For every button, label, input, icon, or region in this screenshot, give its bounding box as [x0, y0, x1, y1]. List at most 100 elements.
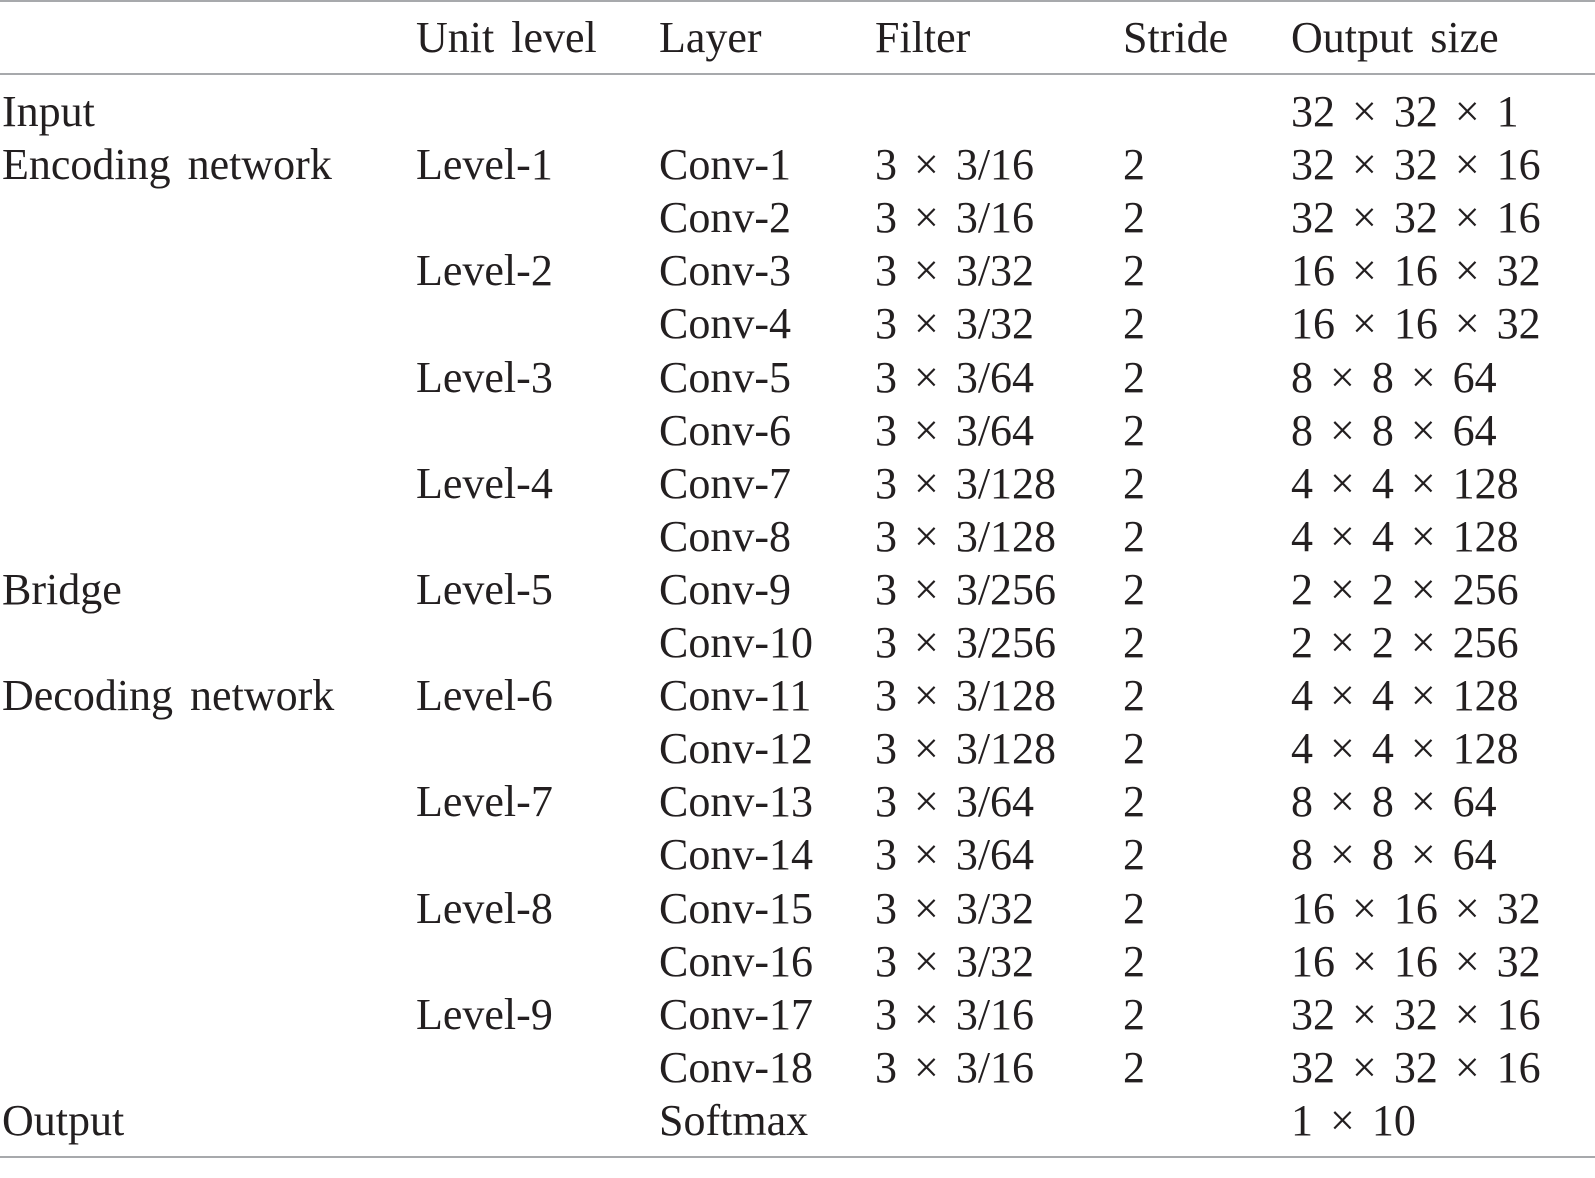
table-row: Conv-4 3 × 3/32 2 16 × 16 × 32 [0, 297, 1595, 350]
cell-stride: 2 [1123, 352, 1145, 402]
cell-layer: Conv-3 [659, 246, 791, 296]
cell-section: Input [2, 87, 95, 136]
cell-layer: Conv-17 [659, 989, 813, 1039]
table-row: Level-7 Conv-13 3 × 3/64 2 8 × 8 × 64 [0, 775, 1595, 828]
bottom-rule [0, 1156, 1595, 1158]
table-row: Level-8 Conv-15 3 × 3/32 2 16 × 16 × 32 [0, 882, 1595, 935]
cell-filter: 3 × 3/256 [875, 564, 1057, 614]
table-row: Level-3 Conv-5 3 × 3/64 2 8 × 8 × 64 [0, 351, 1595, 404]
header-stride: Stride [1123, 13, 1229, 62]
header-filter: Filter [875, 13, 971, 62]
cell-stride: 2 [1123, 405, 1145, 455]
header-unit-level: Unit level [416, 13, 597, 62]
cell-section: Bridge [2, 564, 122, 614]
cell-output-size: 8 × 8 × 64 [1291, 352, 1497, 402]
table-row: Conv-14 3 × 3/64 2 8 × 8 × 64 [0, 828, 1595, 881]
cell-filter: 3 × 3/256 [875, 618, 1057, 667]
cell-output-size: 2 × 2 × 256 [1291, 564, 1519, 614]
cell-filter: 3 × 3/16 [875, 193, 1035, 243]
cell-layer: Conv-6 [659, 405, 791, 455]
cell-filter: 3 × 3/128 [875, 458, 1057, 508]
cell-stride: 2 [1123, 936, 1145, 986]
cell-unit-level: Level-2 [416, 246, 553, 296]
cell-unit-level: Level-5 [416, 564, 553, 614]
cell-layer: Conv-1 [659, 140, 791, 190]
cell-output-size: 2 × 2 × 256 [1291, 618, 1519, 667]
header-row: Unit level Layer Filter Stride Output size [0, 11, 1595, 64]
cell-stride: 2 [1123, 777, 1145, 827]
cell-layer: Conv-16 [659, 936, 813, 986]
cell-stride: 2 [1123, 140, 1145, 190]
cell-output-size: 32 × 32 × 16 [1291, 140, 1541, 190]
table-row: Decoding network Level-6 Conv-11 3 × 3/128 2… [0, 669, 1595, 722]
cell-output-size: 32 × 32 × 16 [1291, 989, 1541, 1039]
cell-filter: 3 × 3/128 [875, 671, 1057, 721]
table-row: Level-4 Conv-7 3 × 3/128 2 4 × 4 × 128 [0, 457, 1595, 510]
cell-output-size: 4 × 4 × 128 [1291, 671, 1519, 721]
cell-stride: 2 [1123, 193, 1145, 243]
table-row: Conv-6 3 × 3/64 2 8 × 8 × 64 [0, 404, 1595, 457]
cell-output-size: 4 × 4 × 128 [1291, 458, 1519, 508]
cell-output-size: 4 × 4 × 128 [1291, 511, 1519, 561]
table-row: Input 32 × 32 × 1 [0, 85, 1595, 138]
cell-layer: Conv-5 [659, 352, 791, 402]
cell-output-size: 4 × 4 × 128 [1291, 724, 1519, 774]
cell-unit-level: Level-4 [416, 458, 553, 508]
cell-filter: 3 × 3/16 [875, 989, 1035, 1039]
cell-stride: 2 [1123, 989, 1145, 1039]
table-row: Conv-12 3 × 3/128 2 4 × 4 × 128 [0, 722, 1595, 775]
cell-output-size: 16 × 16 × 32 [1291, 246, 1541, 296]
table-row: Conv-10 3 × 3/256 2 2 × 2 × 256 [0, 616, 1595, 669]
header-output-size: Output size [1291, 13, 1499, 62]
cell-filter: 3 × 3/64 [875, 405, 1035, 455]
cell-layer: Conv-11 [659, 671, 812, 721]
cell-stride: 2 [1123, 564, 1145, 614]
table-row: Conv-8 3 × 3/128 2 4 × 4 × 128 [0, 510, 1595, 563]
cell-stride: 2 [1123, 299, 1145, 349]
cell-filter: 3 × 3/128 [875, 724, 1057, 774]
cell-filter: 3 × 3/16 [875, 140, 1035, 190]
cell-layer: Softmax [659, 1095, 809, 1145]
cell-unit-level: Level-7 [416, 777, 553, 827]
cell-output-size: 32 × 32 × 16 [1291, 193, 1541, 243]
cell-filter: 3 × 3/64 [875, 830, 1035, 880]
table-row: Level-9 Conv-17 3 × 3/16 2 32 × 32 × 16 [0, 988, 1595, 1041]
cell-stride: 2 [1123, 830, 1145, 880]
cell-output-size: 32 × 32 × 16 [1291, 1042, 1541, 1092]
cell-filter: 3 × 3/32 [875, 299, 1035, 349]
cell-stride: 2 [1123, 511, 1145, 561]
header-layer: Layer [659, 13, 762, 62]
table-row: Level-2 Conv-3 3 × 3/32 2 16 × 16 × 32 [0, 244, 1595, 297]
cell-stride: 2 [1123, 724, 1145, 774]
cell-output-size: 32 × 32 × 1 [1291, 87, 1519, 136]
cell-output-size: 1 × 10 [1291, 1095, 1416, 1145]
cell-layer: Conv-4 [659, 299, 791, 349]
cell-filter: 3 × 3/64 [875, 777, 1035, 827]
cell-layer: Conv-12 [659, 724, 813, 774]
table-row: Bridge Level-5 Conv-9 3 × 3/256 2 2 × 2 × 256 [0, 563, 1595, 616]
cell-output-size: 8 × 8 × 64 [1291, 777, 1497, 827]
cell-unit-level: Level-8 [416, 883, 553, 933]
cell-output-size: 16 × 16 × 32 [1291, 299, 1541, 349]
table-row: Output Softmax 1 × 10 [0, 1094, 1595, 1147]
cell-filter: 3 × 3/32 [875, 246, 1035, 296]
cell-stride: 2 [1123, 671, 1145, 721]
cell-output-size: 8 × 8 × 64 [1291, 405, 1497, 455]
cell-filter: 3 × 3/128 [875, 511, 1057, 561]
cell-filter: 3 × 3/32 [875, 883, 1035, 933]
cell-filter: 3 × 3/64 [875, 352, 1035, 402]
table-row: Conv-16 3 × 3/32 2 16 × 16 × 32 [0, 935, 1595, 988]
table-row: Conv-18 3 × 3/16 2 32 × 32 × 16 [0, 1041, 1595, 1094]
cell-layer: Conv-9 [659, 564, 791, 614]
table-row: Conv-2 3 × 3/16 2 32 × 32 × 16 [0, 191, 1595, 244]
cell-stride: 2 [1123, 618, 1145, 667]
cell-output-size: 16 × 16 × 32 [1291, 936, 1541, 986]
cell-layer: Conv-10 [659, 618, 813, 667]
cell-unit-level: Level-9 [416, 989, 553, 1039]
cell-layer: Conv-15 [659, 883, 813, 933]
cell-unit-level: Level-6 [416, 671, 553, 721]
top-rule [0, 0, 1595, 2]
cell-filter: 3 × 3/32 [875, 936, 1035, 986]
cell-output-size: 16 × 16 × 32 [1291, 883, 1541, 933]
cell-layer: Conv-14 [659, 830, 813, 880]
